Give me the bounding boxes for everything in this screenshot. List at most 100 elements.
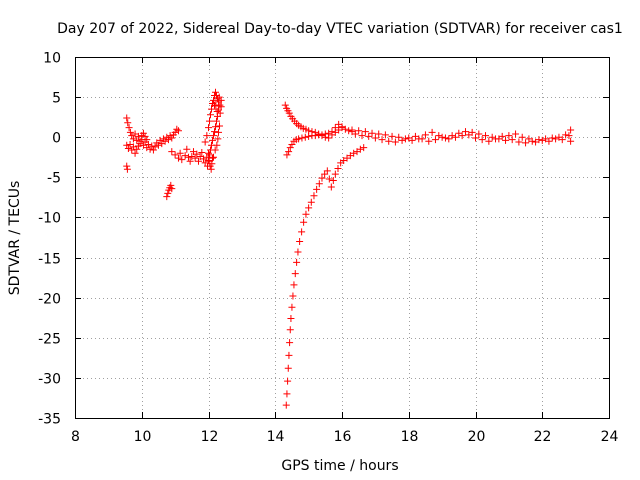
data-point — [381, 131, 389, 139]
data-point — [313, 185, 321, 193]
series-arc-steep — [282, 144, 368, 409]
x-tick-label: 20 — [468, 429, 486, 445]
data-point — [345, 127, 353, 135]
data-point — [124, 119, 132, 127]
data-point — [148, 142, 156, 150]
y-tick-label: -25 — [38, 332, 61, 348]
data-point — [284, 377, 292, 385]
data-point — [418, 135, 426, 143]
data-point — [295, 135, 303, 143]
y-tick-label: 5 — [52, 91, 61, 107]
data-point — [548, 134, 556, 142]
data-point — [334, 165, 342, 173]
data-point — [283, 390, 291, 398]
data-point — [201, 138, 209, 146]
data-point — [171, 151, 179, 159]
y-axis-label: SDTVAR / TECUs — [7, 181, 23, 296]
data-point — [282, 401, 290, 409]
data-point — [401, 135, 409, 143]
data-point — [296, 238, 304, 246]
x-tick-label: 8 — [71, 429, 80, 445]
data-point — [209, 154, 217, 162]
series-arc-late-flat — [348, 126, 575, 147]
data-point — [567, 126, 575, 134]
data-point — [207, 111, 215, 119]
data-point — [134, 142, 142, 150]
data-point — [126, 128, 134, 136]
data-point — [168, 134, 176, 142]
data-point — [205, 124, 212, 132]
data-point — [174, 154, 182, 162]
data-point — [323, 167, 331, 175]
series-arc-low-rise — [283, 120, 346, 159]
data-point — [125, 124, 133, 132]
data-point — [183, 145, 191, 153]
data-point — [151, 143, 159, 151]
data-point — [156, 136, 164, 144]
data-point — [331, 124, 339, 132]
data-point — [508, 136, 516, 144]
data-point — [311, 132, 319, 140]
data-point — [552, 135, 560, 143]
tick-labels: 8 10 12 14 16 18 20 22 24 10 5 0 -5 -10 -15 -20 -25 -30 -3… — [38, 51, 618, 446]
data-point — [321, 130, 329, 138]
data-point — [532, 138, 540, 146]
data-point — [538, 136, 546, 144]
data-point — [139, 129, 147, 137]
series-arc-rise-1220 — [201, 88, 225, 170]
data-point — [144, 140, 152, 148]
data-point — [206, 151, 214, 159]
data-point — [465, 131, 473, 139]
data-point — [285, 351, 293, 359]
data-point — [164, 136, 172, 144]
data-point — [123, 114, 131, 122]
data-point — [285, 109, 293, 117]
data-point — [505, 132, 513, 140]
data-point — [562, 131, 570, 139]
data-point — [358, 132, 366, 140]
data-point — [206, 117, 214, 125]
data-point — [212, 88, 220, 96]
y-tick-label: -30 — [38, 372, 61, 388]
data-point — [565, 132, 573, 140]
data-point — [365, 132, 373, 140]
data-point — [131, 149, 139, 157]
data-point — [512, 130, 520, 138]
series-arc-short-b — [163, 181, 176, 201]
data-points — [123, 88, 575, 409]
data-point — [209, 136, 217, 144]
data-point — [485, 137, 493, 145]
data-point — [327, 183, 335, 191]
data-point — [318, 174, 326, 182]
data-point — [286, 339, 294, 347]
data-point — [294, 248, 302, 256]
data-point — [492, 135, 500, 143]
series-arc-late-flat-2 — [351, 130, 573, 146]
data-point — [385, 137, 393, 145]
data-point — [214, 95, 222, 103]
axis-ticks — [75, 57, 610, 419]
data-point — [188, 152, 196, 160]
data-point — [124, 144, 132, 152]
data-point — [351, 130, 359, 138]
data-point — [425, 137, 433, 145]
data-point — [488, 133, 496, 141]
data-point — [368, 129, 376, 137]
x-tick-label: 24 — [601, 429, 619, 445]
data-point — [525, 135, 533, 143]
data-point — [146, 145, 154, 153]
data-point — [208, 160, 216, 168]
y-tick-label: 0 — [52, 131, 61, 147]
data-point — [207, 165, 215, 173]
data-point — [141, 132, 149, 140]
data-point — [143, 144, 151, 152]
data-point — [216, 122, 224, 130]
data-point — [307, 198, 315, 206]
data-point — [210, 132, 218, 140]
data-point — [164, 189, 172, 197]
grid — [75, 57, 609, 418]
data-point — [375, 130, 383, 138]
data-point — [210, 153, 218, 161]
data-point — [217, 96, 225, 104]
data-point — [451, 133, 459, 141]
